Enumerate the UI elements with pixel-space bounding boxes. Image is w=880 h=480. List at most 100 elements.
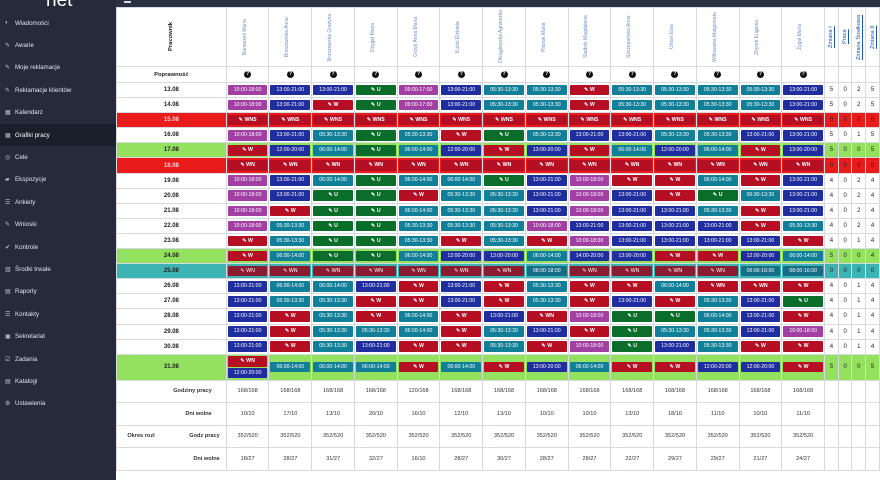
shift-status-chip[interactable]: ✎ W [484, 361, 524, 373]
shift-time-chip[interactable]: 13:00-20:00 [484, 250, 524, 262]
shift-status-chip[interactable]: ✎ WN [569, 265, 610, 277]
shift-status-chip[interactable]: ✎ W [227, 250, 268, 262]
sidebar-item-awarie[interactable]: ✎ Awarie [0, 34, 116, 56]
shift-status-chip[interactable]: ✎ W [740, 205, 781, 217]
shift-status-chip[interactable]: ✎ U [355, 99, 396, 111]
sidebar-item-grafiki-pracy[interactable]: ▦ Grafiki pracy [0, 123, 116, 147]
shift-time-chip[interactable]: 13:00-21:00 [612, 190, 653, 201]
shift-status-chip[interactable]: ✎ WN [526, 160, 567, 171]
shift-status-chip[interactable]: ✎ WNS [569, 114, 610, 126]
shift-time-chip[interactable]: 13:00-21:00 [783, 205, 824, 217]
shift-time-chip[interactable]: 06:00-16:00 [740, 265, 781, 277]
shift-status-chip[interactable]: ✎ W [740, 145, 781, 156]
shift-status-chip[interactable]: ✎ W [398, 341, 439, 352]
shift-status-chip[interactable]: ✎ WN [697, 160, 738, 171]
shift-time-chip[interactable]: 13:00-21:00 [655, 341, 695, 352]
shift-time-chip[interactable]: 05:30-13:30 [655, 99, 695, 111]
shift-time-chip[interactable]: 13:00-21:00 [441, 99, 482, 111]
shift-status-chip[interactable]: ✎ W [569, 281, 610, 292]
shift-time-chip[interactable]: 13:00-20:00 [526, 145, 567, 156]
shift-time-chip[interactable]: 12:00-20:00 [441, 145, 482, 156]
shift-time-chip[interactable]: 13:00-21:00 [569, 130, 610, 141]
employee-name[interactable]: Kubis Elżbieta [455, 21, 462, 53]
shift-time-chip[interactable]: 10:00-18:00 [569, 311, 610, 322]
shift-time-chip[interactable]: 06:00-14:00 [697, 311, 738, 322]
shift-time-chip[interactable]: 13:00-21:00 [612, 130, 653, 141]
shift-time-chip[interactable]: 13:00-21:00 [740, 130, 781, 141]
shift-status-chip[interactable]: ✎ WN [355, 265, 396, 277]
shift-status-chip[interactable]: ✎ W [441, 130, 482, 141]
shift-status-chip[interactable]: ✎ WNS [441, 114, 482, 126]
sidebar-item-środki-trwałe[interactable]: ▥ Środki trwałe [0, 258, 116, 280]
shift-status-chip[interactable]: ✎ W [270, 311, 311, 322]
shift-status-chip[interactable]: ✎ U [313, 205, 353, 217]
shift-status-chip[interactable]: ✎ W [398, 281, 439, 292]
sidebar-item-reklamacje-klientów[interactable]: ✎ Reklamacje klientów [0, 79, 116, 101]
shift-status-chip[interactable]: ✎ W [484, 145, 524, 156]
shift-time-chip[interactable]: 09:00-17:00 [398, 99, 439, 111]
shift-status-chip[interactable]: ✎ U [355, 190, 396, 201]
shift-status-chip[interactable]: ✎ W [783, 235, 824, 247]
sidebar-item-moje-reklamacje[interactable]: ✎ Moje reklamacje [0, 57, 116, 79]
employee-name[interactable]: Brzozowska Grażyna [327, 13, 334, 61]
shift-time-chip[interactable]: 10:00-18:00 [227, 190, 268, 201]
shift-status-chip[interactable]: ✎ W [398, 361, 439, 373]
help-icon[interactable]: ? [329, 71, 337, 78]
shift-time-chip[interactable]: 05:30-13:30 [398, 130, 439, 141]
shift-time-chip[interactable]: 05:30-13:30 [484, 205, 524, 217]
shift-time-chip[interactable]: 13:00-20:00 [612, 250, 653, 262]
shift-status-chip[interactable]: ✎ WN [783, 160, 824, 171]
shift-status-chip[interactable]: ✎ W [740, 220, 781, 232]
shift-time-chip[interactable]: 12:00-20:00 [441, 250, 482, 262]
shift-time-chip[interactable]: 10:00-18:00 [783, 326, 824, 337]
shift-status-chip[interactable]: ✎ W [441, 341, 482, 352]
shift-time-chip[interactable]: 13:00-21:00 [526, 175, 567, 186]
shift-status-chip[interactable]: ✎ W [441, 326, 482, 337]
shift-status-chip[interactable]: ✎ U [484, 130, 524, 141]
shift-status-chip[interactable]: ✎ U [313, 220, 353, 232]
shift-time-chip[interactable]: 13:00-21:00 [783, 130, 824, 141]
shift-time-chip[interactable]: 13:00-21:00 [612, 220, 653, 232]
shift-time-chip[interactable]: 13:00-21:00 [484, 311, 524, 322]
shift-time-chip[interactable]: 10:00-18:00 [569, 205, 610, 217]
help-icon[interactable]: ? [585, 71, 593, 78]
shift-status-chip[interactable]: ✎ WNS [612, 114, 653, 126]
shift-time-chip[interactable]: 06:00-14:00 [398, 175, 439, 186]
shift-time-chip[interactable]: 13:00-21:00 [740, 296, 781, 307]
employee-name[interactable]: Brzozowska Anna [284, 17, 291, 57]
shift-time-chip[interactable]: 13:00-21:00 [783, 175, 824, 186]
shift-status-chip[interactable]: ✎ W [655, 361, 695, 373]
shift-status-chip[interactable]: ✎ W [270, 341, 311, 352]
stat-header-link[interactable]: Zmiana II [869, 25, 876, 49]
shift-time-chip[interactable]: 05:30-13:30 [655, 84, 695, 96]
shift-time-chip[interactable]: 06:00-14:00 [398, 311, 439, 322]
shift-time-chip[interactable]: 13:00-21:00 [697, 235, 738, 247]
shift-status-chip[interactable]: ✎ W [398, 296, 439, 307]
shift-time-chip[interactable]: 13:00-21:00 [270, 175, 311, 186]
shift-time-chip[interactable]: 06:00-14:00 [313, 361, 353, 373]
employee-name[interactable]: Wilkowska Małgorzata [711, 12, 718, 62]
employee-name[interactable]: Szczepańska Anna [626, 15, 633, 59]
shift-time-chip[interactable]: 13:00-21:00 [740, 311, 781, 322]
shift-time-chip[interactable]: 13:00-21:00 [612, 205, 653, 217]
shift-status-chip[interactable]: ✎ WNS [270, 114, 311, 126]
shift-status-chip[interactable]: ✎ WN [484, 265, 524, 277]
shift-time-chip[interactable]: 05:30-13:30 [697, 205, 738, 217]
shift-time-chip[interactable]: 05:30-13:30 [441, 220, 482, 232]
shift-time-chip[interactable]: 13:00-21:00 [783, 190, 824, 201]
shift-time-chip[interactable]: 08:00-16:00 [783, 265, 824, 277]
shift-status-chip[interactable]: ✎ W [612, 175, 653, 186]
shift-status-chip[interactable]: ✎ W [227, 145, 268, 156]
shift-time-chip[interactable]: 05:30-13:30 [313, 311, 353, 322]
stat-header-link[interactable]: Zmiana Środkowa [855, 14, 862, 60]
shift-time-chip[interactable]: 12:00-20:00 [270, 145, 311, 156]
shift-status-chip[interactable]: ✎ WN [612, 160, 653, 171]
help-icon[interactable]: ? [799, 71, 807, 78]
shift-time-chip[interactable]: 12:00-20:00 [227, 367, 268, 379]
shift-status-chip[interactable]: ✎ W [355, 311, 396, 322]
shift-status-chip[interactable]: ✎ W [612, 361, 653, 373]
shift-status-chip[interactable]: ✎ WN [227, 356, 268, 367]
shift-time-chip[interactable]: 08:00-18:00 [526, 265, 567, 277]
shift-status-chip[interactable]: ✎ W [740, 341, 781, 352]
shift-status-chip[interactable]: ✎ U [612, 341, 653, 352]
